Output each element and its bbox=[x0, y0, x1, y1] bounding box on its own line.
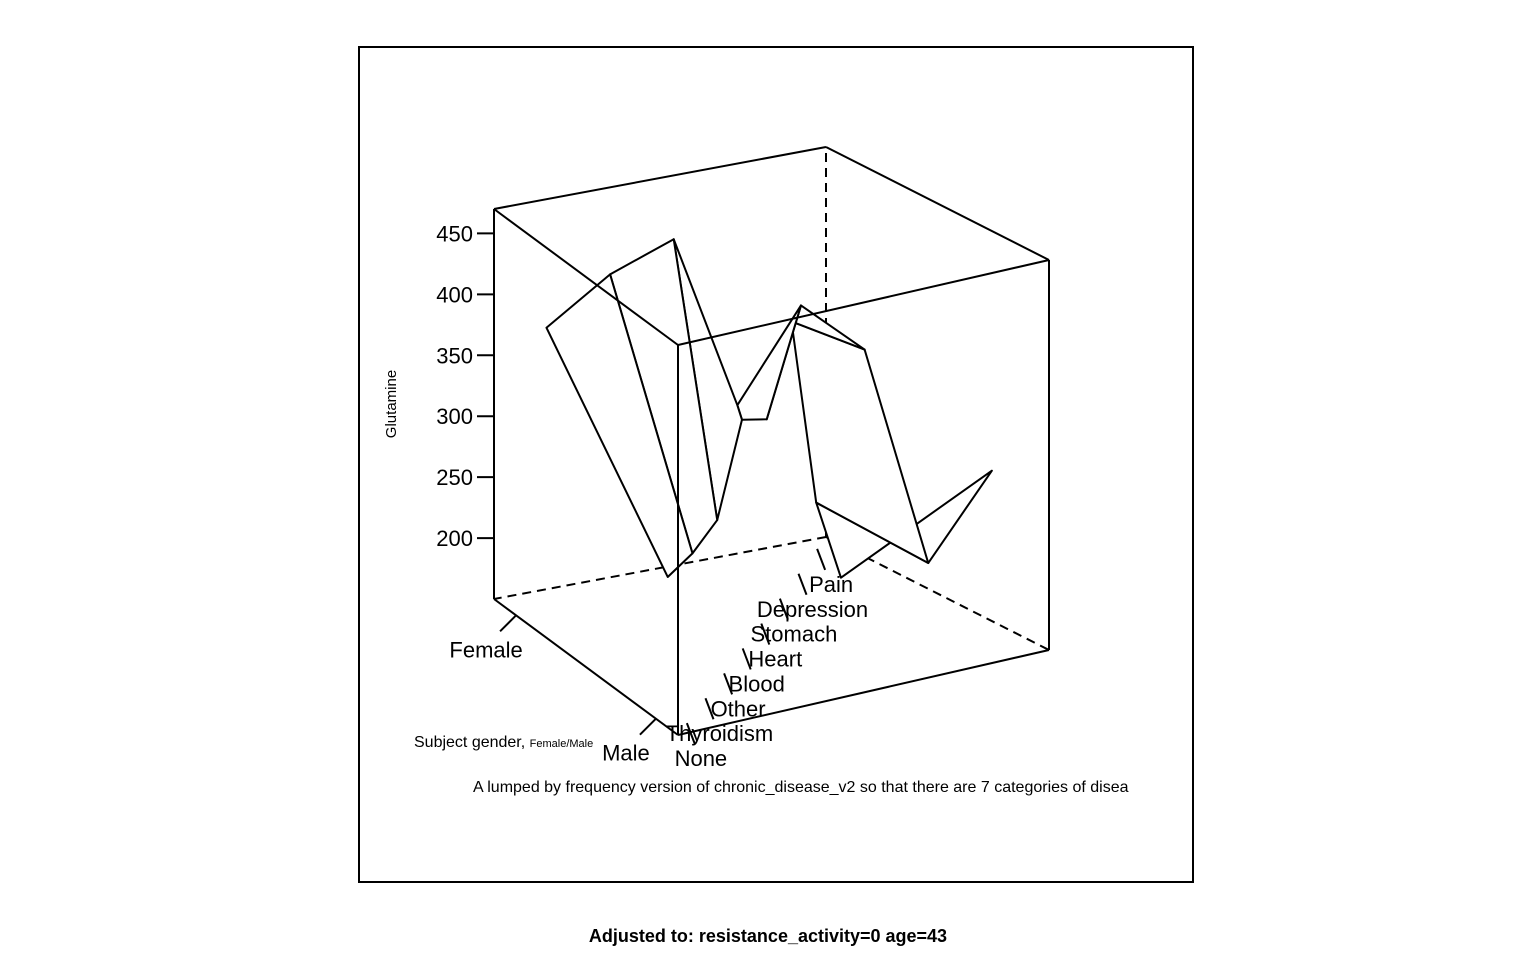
x-tick bbox=[704, 697, 715, 720]
x-tick-label: Pain bbox=[809, 572, 853, 597]
surface-facet bbox=[545, 273, 694, 578]
y-axis-label-main: Subject gender, bbox=[414, 734, 530, 751]
x-tick bbox=[685, 722, 696, 745]
box-edge bbox=[493, 146, 827, 210]
box-edge bbox=[825, 146, 1050, 261]
adjustment-caption: Adjusted to: resistance_activity=0 age=4… bbox=[588, 926, 948, 946]
plot-frame bbox=[358, 46, 1194, 883]
box-edge-hidden bbox=[825, 536, 1050, 651]
x-tick-label: Thyroidism bbox=[666, 721, 774, 746]
x-tick-label: Heart bbox=[748, 647, 802, 672]
x-tick-label: Stomach bbox=[750, 622, 837, 647]
y-tick-label: Female bbox=[449, 637, 522, 662]
z-tick-label: 250 bbox=[436, 465, 473, 490]
x-tick bbox=[797, 573, 808, 596]
y-tick bbox=[499, 614, 517, 633]
x-axis-label: A lumped by frequency version of chronic… bbox=[473, 779, 1129, 796]
box-edge-hidden bbox=[493, 536, 827, 600]
z-tick-label: 350 bbox=[436, 343, 473, 368]
z-tick-label: 300 bbox=[436, 404, 473, 429]
box-visible-edges bbox=[493, 146, 1050, 736]
x-axis: NoneThyroidismOtherBloodHeartStomachDepr… bbox=[666, 548, 868, 771]
box-edge bbox=[493, 598, 679, 736]
y-axis-label-sub: Female/Male bbox=[530, 738, 594, 750]
x-tick bbox=[816, 548, 827, 571]
surface-facet bbox=[790, 320, 930, 565]
y-tick-label: Male bbox=[602, 741, 650, 766]
z-axis-label: Glutamine bbox=[383, 370, 400, 438]
z-tick-label: 450 bbox=[436, 221, 473, 246]
box-edge bbox=[493, 208, 679, 346]
box-edge bbox=[677, 649, 1050, 736]
x-tick-label: Depression bbox=[757, 597, 868, 622]
x-tick-label: Other bbox=[711, 696, 766, 721]
surface-mesh bbox=[545, 238, 993, 579]
box-edge bbox=[677, 259, 1050, 346]
z-tick-label: 200 bbox=[436, 526, 473, 551]
x-tick-label: Blood bbox=[729, 671, 785, 696]
z-tick-label: 400 bbox=[436, 282, 473, 307]
x-tick bbox=[741, 648, 752, 670]
y-tick bbox=[639, 717, 657, 736]
x-tick bbox=[723, 672, 734, 695]
surface-facet bbox=[736, 304, 802, 421]
x-tick bbox=[778, 598, 789, 621]
x-tick bbox=[760, 623, 771, 645]
y-axis-label: Subject gender, Female/Male bbox=[414, 734, 593, 751]
z-axis: 200 250 300 350 400 450 bbox=[436, 221, 494, 551]
x-tick-label: None bbox=[675, 746, 728, 771]
y-axis: Female Male bbox=[449, 614, 657, 766]
